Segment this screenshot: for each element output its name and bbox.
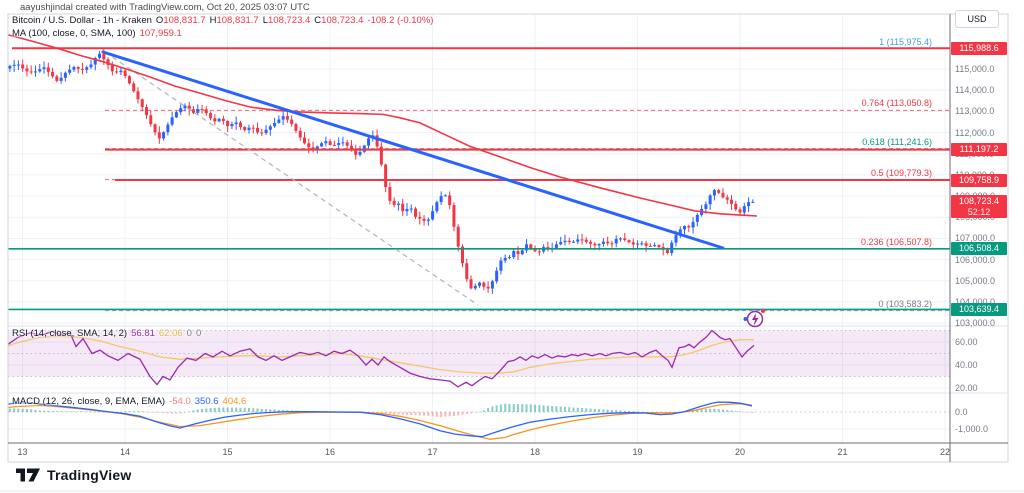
time-axis-label[interactable]: 19: [632, 447, 643, 457]
ma-100-line[interactable]: [2, 33, 758, 217]
price-axis-tick[interactable]: 103,000.0: [955, 317, 996, 328]
fib-level-label: 1 (115,975.4): [879, 36, 932, 47]
legend-value: 0: [195, 328, 202, 339]
time-axis-label[interactable]: 16: [324, 447, 335, 457]
macd-signal-line: [8, 403, 753, 440]
legend-value: 62.06: [158, 328, 183, 339]
macd-line: [8, 401, 753, 438]
price-label-box: 109,758.9: [951, 173, 1007, 187]
rsi-axis-tick[interactable]: 20.00: [955, 383, 978, 393]
fib-level-label: 0.5 (109,779.3): [870, 167, 932, 178]
price-label-box: 111,197.2: [951, 143, 1007, 157]
fib-level-label: 0.618 (111,241.6): [862, 136, 932, 147]
legend-value: -54.0: [169, 396, 191, 407]
tradingview-logo-text: TradingView: [47, 467, 132, 483]
fib-level-label: 0.236 (106,507.8): [860, 236, 932, 247]
rsi-ma-line: [8, 335, 754, 374]
time-axis-label[interactable]: 22: [939, 447, 950, 457]
spark-drawing-icon[interactable]: [743, 309, 766, 328]
price-axis-tick[interactable]: 115,000.0: [955, 64, 995, 75]
macd-histogram: [8, 403, 754, 418]
fib-level-label: 0 (103,583.2): [878, 298, 932, 309]
ma-legend[interactable]: MA (100, close, 0, SMA, 100) 107,959.1: [12, 28, 182, 39]
time-axis-label[interactable]: 21: [837, 447, 848, 457]
time-axis-label[interactable]: 18: [529, 447, 540, 457]
tradingview-logo-icon: [16, 468, 40, 482]
legend-value: 404.6: [222, 396, 247, 407]
price-axis-tick[interactable]: 107,000.0: [955, 233, 996, 244]
bar-countdown: 52:12: [967, 206, 991, 217]
ohlc-value: O108,831.7: [155, 15, 206, 26]
price-axis-tick[interactable]: 106,000.0: [955, 254, 996, 265]
ohlc-value: C108,723.4: [314, 15, 364, 26]
legend-value: Bitcoin / U.S. Dollar - 1h - Kraken: [12, 15, 152, 26]
time-axis-label[interactable]: 13: [17, 447, 28, 457]
time-axis-label[interactable]: 14: [119, 447, 130, 457]
fib-level-label: 0.764 (113,050.8): [861, 98, 932, 109]
legend-value: 0: [186, 328, 192, 339]
legend-value: 350.6: [194, 396, 219, 407]
price-label-box: 115,988.6: [951, 41, 1007, 55]
price-axis-tick[interactable]: 114,000.0: [955, 85, 995, 96]
tradingview-logo[interactable]: TradingView: [16, 467, 131, 483]
price-axis-tick[interactable]: 112,000.0: [955, 127, 995, 138]
macd-axis-tick[interactable]: -1,000.0: [955, 424, 989, 434]
time-axis-label[interactable]: 17: [427, 447, 438, 457]
legend-value: 56.81: [131, 328, 155, 339]
blue-trendline[interactable]: [101, 50, 725, 250]
pane-borders: [0, 13, 1024, 492]
main-price-pane[interactable]: [2, 33, 950, 312]
current-price-value: 108,723.4: [958, 195, 1000, 206]
horizontal-ray-lines[interactable]: [8, 47, 950, 311]
macd-legend[interactable]: MACD (12, 26, close, 9, EMA, EMA) -54.0 35…: [12, 396, 246, 407]
price-label-box: 103,639.4: [951, 302, 1007, 316]
gray-dashed-trendline[interactable]: [104, 51, 479, 306]
price-axis-tick[interactable]: 113,000.0: [955, 106, 995, 117]
ohlc-value: L108,723.4: [262, 15, 311, 26]
current-price-label: 108,723.4 52:12: [951, 194, 1007, 218]
macd-pane[interactable]: [2, 401, 950, 440]
rsi-pane[interactable]: [2, 329, 950, 388]
legend-value: MA (100, close, 0, SMA, 100): [12, 28, 136, 39]
price-label-box: 106,508.4: [951, 242, 1007, 256]
legend-value: MACD (12, 26, close, 9, EMA, EMA): [12, 396, 166, 407]
legend-value: 107,959.1: [139, 28, 182, 39]
currency-toggle-button[interactable]: USD: [955, 10, 999, 28]
legend-value: RSI (14, close, SMA, 14, 2): [12, 328, 128, 339]
rsi-legend[interactable]: RSI (14, close, SMA, 14, 2) 56.81 62.06 0 0: [12, 328, 201, 339]
ohlc-value: H108,831.7: [209, 15, 259, 26]
rsi-axis-tick[interactable]: 40.00: [955, 360, 978, 370]
time-axis-label[interactable]: 15: [222, 447, 233, 457]
rsi-axis-tick[interactable]: 60.00: [955, 337, 978, 347]
time-axis-label[interactable]: 20: [734, 447, 745, 457]
candlestick-series: [8, 48, 755, 294]
price-axis-tick[interactable]: 105,000.0: [955, 275, 996, 286]
price-axis-tick[interactable]: 104,000.0: [955, 296, 996, 307]
legend-value: -108.2 (-0.10%): [367, 15, 434, 26]
rsi-line: [8, 329, 755, 388]
macd-axis-tick[interactable]: 0.0: [955, 407, 968, 417]
symbol-legend[interactable]: Bitcoin / U.S. Dollar - 1h - Kraken O108,…: [12, 15, 433, 26]
watermark-attribution: aayushjindal created with TradingView.co…: [20, 2, 310, 13]
